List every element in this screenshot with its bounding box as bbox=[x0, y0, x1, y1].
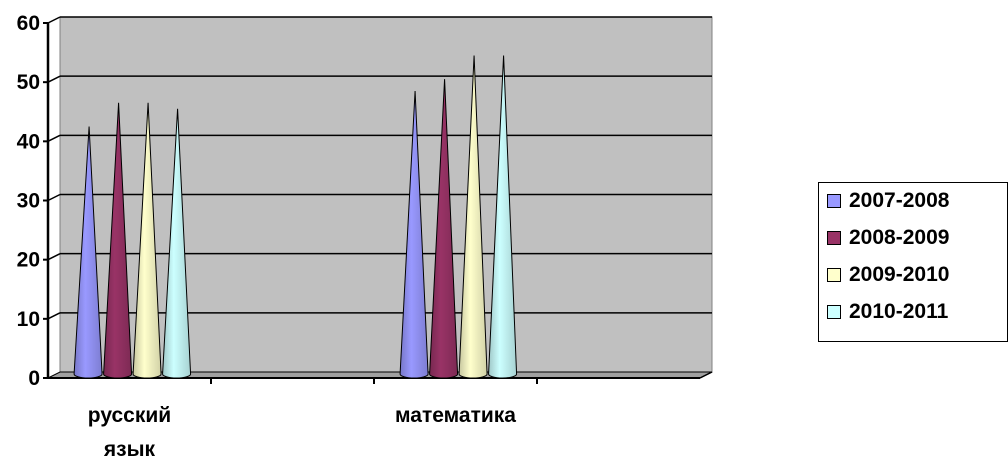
bar-2008-2009-1 bbox=[429, 79, 459, 379]
legend-item: 2010-2011 bbox=[827, 300, 948, 324]
gridline-side bbox=[47, 16, 61, 24]
bar-2007-2008-1 bbox=[399, 90, 429, 379]
y-tick-label: 0 bbox=[28, 367, 40, 390]
y-axis-ticks: 0 10 20 30 40 50 60 bbox=[17, 12, 48, 390]
x-category-label: математика bbox=[395, 404, 516, 427]
legend-swatch bbox=[827, 231, 841, 245]
legend-item: 2008-2009 bbox=[827, 226, 949, 250]
gridline-side bbox=[47, 252, 61, 261]
x-category-label: русский bbox=[88, 404, 171, 427]
legend-swatch bbox=[827, 194, 841, 208]
bar-2010-2011-1 bbox=[488, 55, 518, 379]
y-tick-label: 20 bbox=[17, 249, 40, 272]
y-tick-label: 30 bbox=[17, 190, 40, 213]
x-category-label: язык bbox=[103, 438, 156, 461]
bar-2010-2011-0 bbox=[162, 108, 192, 379]
gridline-side bbox=[47, 134, 61, 143]
y-tick-label: 10 bbox=[17, 308, 40, 331]
y-tick-label: 50 bbox=[17, 71, 40, 94]
gridline-side bbox=[47, 75, 61, 83]
y-tick-label: 60 bbox=[17, 12, 40, 35]
legend-label: 2009-2010 bbox=[849, 263, 950, 286]
gridline-side bbox=[47, 312, 61, 320]
legend-label: 2007-2008 bbox=[849, 189, 950, 212]
legend: 2007-2008 2008-2009 2009-2010 2010-2011 bbox=[818, 182, 1008, 342]
gridline-side bbox=[47, 193, 61, 202]
bar-2009-2010-0 bbox=[132, 102, 162, 379]
legend-item: 2007-2008 bbox=[827, 189, 949, 213]
x-axis-end bbox=[699, 371, 713, 379]
bar-2009-2010-1 bbox=[458, 55, 488, 379]
x-axis-ticks: русский язык математика bbox=[88, 378, 538, 461]
bars bbox=[73, 55, 518, 379]
legend-label: 2008-2009 bbox=[849, 226, 950, 249]
legend-label: 2010-2011 bbox=[849, 300, 949, 323]
legend-item: 2009-2010 bbox=[827, 263, 949, 287]
legend-swatch bbox=[827, 305, 841, 319]
y-tick-label: 40 bbox=[17, 130, 40, 153]
bar-2007-2008-0 bbox=[73, 126, 103, 379]
legend-swatch bbox=[827, 268, 841, 282]
bar-2008-2009-0 bbox=[103, 102, 133, 379]
